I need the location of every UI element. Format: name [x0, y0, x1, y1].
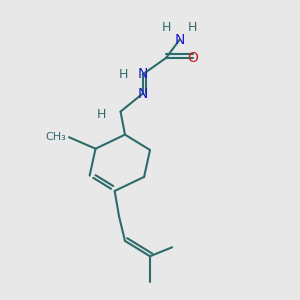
Text: H: H	[119, 68, 128, 81]
Text: CH₃: CH₃	[45, 132, 66, 142]
Text: N: N	[137, 68, 148, 82]
Text: H: H	[161, 21, 171, 34]
Text: O: O	[187, 51, 198, 65]
Text: N: N	[137, 87, 148, 101]
Text: H: H	[97, 108, 106, 121]
Text: N: N	[174, 33, 184, 47]
Text: H: H	[188, 21, 197, 34]
